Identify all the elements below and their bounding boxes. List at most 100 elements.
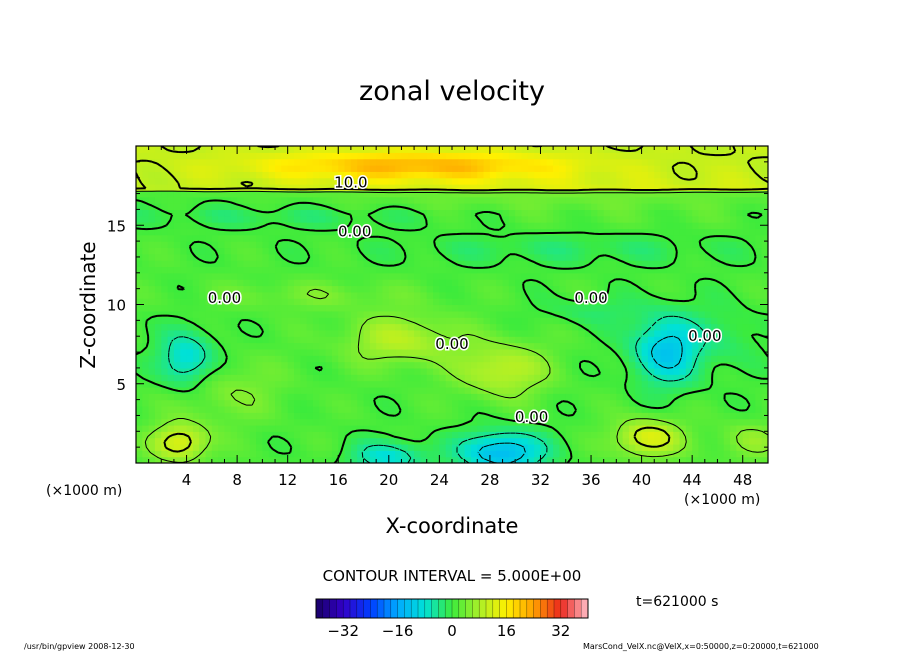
field-cell xyxy=(211,171,219,179)
field-cell xyxy=(426,367,434,375)
field-cell xyxy=(704,355,712,363)
field-cell xyxy=(502,424,510,432)
field-cell xyxy=(521,222,529,230)
field-cell xyxy=(483,424,491,432)
field-cell xyxy=(496,266,504,274)
field-cell xyxy=(616,222,624,230)
field-cell xyxy=(616,190,624,198)
field-cell xyxy=(230,348,238,356)
field-cell xyxy=(369,399,377,407)
field-cell xyxy=(426,209,434,217)
field-cell xyxy=(401,361,409,369)
field-cell xyxy=(508,424,516,432)
field-cell xyxy=(483,228,491,236)
field-cell xyxy=(489,374,497,382)
field-cell xyxy=(660,165,668,172)
field-cell xyxy=(319,291,327,299)
field-cell xyxy=(211,450,219,458)
field-cell xyxy=(287,196,295,204)
field-cell xyxy=(673,317,681,325)
field-cell xyxy=(142,386,150,394)
field-cell xyxy=(723,450,731,458)
field-cell xyxy=(268,146,276,153)
field-cell xyxy=(647,171,655,179)
field-cell xyxy=(502,298,510,306)
field-cell xyxy=(755,418,763,426)
field-cell xyxy=(249,317,257,325)
field-cell xyxy=(755,412,763,420)
field-cell xyxy=(243,456,251,463)
field-cell xyxy=(584,165,592,172)
field-cell xyxy=(666,158,674,166)
field-cell xyxy=(312,253,320,261)
field-cell xyxy=(496,329,504,337)
field-cell xyxy=(268,184,276,191)
field-cell xyxy=(192,348,200,356)
field-cell xyxy=(616,209,624,217)
field-cell xyxy=(540,361,548,369)
field-cell xyxy=(502,450,510,458)
field-cell xyxy=(641,317,649,325)
field-cell xyxy=(237,323,245,331)
field-cell xyxy=(458,222,466,230)
field-cell xyxy=(426,253,434,261)
field-cell xyxy=(275,329,282,337)
field-cell xyxy=(603,367,611,375)
field-cell xyxy=(224,355,232,363)
field-cell xyxy=(603,260,611,268)
field-cell xyxy=(736,247,744,255)
field-cell xyxy=(180,329,188,337)
field-cell xyxy=(692,437,700,445)
field-cell xyxy=(281,361,289,369)
field-cell xyxy=(186,279,194,287)
field-cell xyxy=(755,228,763,236)
field-cell xyxy=(698,374,706,382)
field-cell xyxy=(761,374,768,382)
field-cell xyxy=(243,158,251,166)
field-cell xyxy=(717,336,725,344)
field-cell xyxy=(464,317,472,325)
field-cell xyxy=(154,393,162,401)
field-cell xyxy=(407,190,415,198)
field-cell xyxy=(572,355,579,363)
field-cell xyxy=(654,361,662,369)
field-cell xyxy=(717,228,725,236)
field-cell xyxy=(205,247,213,255)
field-cell xyxy=(742,450,750,458)
field-cell xyxy=(496,418,504,426)
field-cell xyxy=(300,399,308,407)
field-cell xyxy=(534,209,542,217)
field-cell xyxy=(369,298,377,306)
field-cell xyxy=(357,171,365,179)
field-cell xyxy=(211,272,219,280)
field-cell xyxy=(312,412,320,420)
field-cell xyxy=(730,209,737,217)
field-cell xyxy=(698,443,706,451)
field-cell xyxy=(268,412,276,420)
field-cell xyxy=(692,355,700,363)
field-cell xyxy=(369,386,377,394)
field-cell xyxy=(546,228,554,236)
field-cell xyxy=(546,424,554,432)
field-cell xyxy=(363,431,371,439)
field-cell xyxy=(439,386,447,394)
field-cell xyxy=(711,146,719,153)
field-cell xyxy=(742,260,750,268)
field-cell xyxy=(426,272,434,280)
field-cell xyxy=(287,304,295,312)
field-cell xyxy=(527,374,535,382)
field-cell xyxy=(237,285,245,293)
field-cell xyxy=(388,291,396,299)
field-cell xyxy=(230,355,238,363)
field-cell xyxy=(730,424,737,432)
field-cell xyxy=(527,241,535,249)
field-cell xyxy=(679,247,687,255)
field-cell xyxy=(136,215,143,223)
field-cell xyxy=(439,196,447,204)
field-cell xyxy=(376,456,384,463)
field-cell xyxy=(673,203,681,210)
field-cell xyxy=(470,272,478,280)
field-cell xyxy=(527,399,535,407)
field-cell xyxy=(445,317,453,325)
field-cell xyxy=(148,247,156,255)
